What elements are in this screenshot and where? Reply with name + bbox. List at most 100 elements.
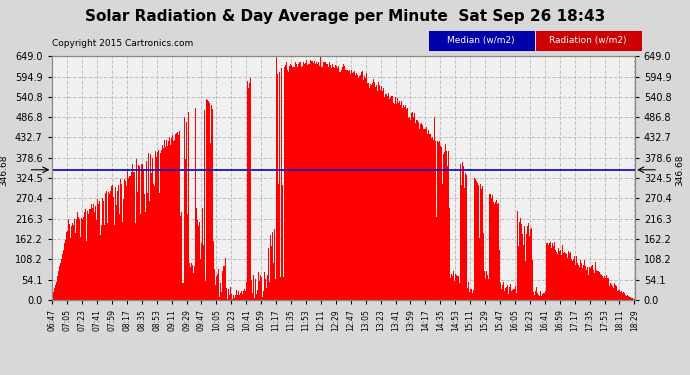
Bar: [430, 136, 431, 300]
Text: 346.68: 346.68: [0, 154, 8, 186]
Bar: [226, 288, 227, 300]
Bar: [562, 252, 563, 300]
Bar: [510, 284, 511, 300]
Bar: [512, 290, 513, 300]
Bar: [382, 91, 383, 300]
Bar: [282, 185, 283, 300]
Bar: [204, 149, 206, 300]
Bar: [456, 275, 457, 300]
Bar: [352, 68, 353, 300]
Bar: [386, 94, 387, 300]
Bar: [228, 290, 230, 300]
Bar: [246, 282, 247, 300]
Bar: [63, 250, 64, 300]
Bar: [296, 64, 297, 300]
Bar: [157, 153, 158, 300]
Bar: [469, 286, 471, 300]
Bar: [184, 117, 185, 300]
Bar: [291, 65, 292, 300]
Bar: [257, 290, 258, 300]
Bar: [140, 214, 141, 300]
Bar: [165, 147, 166, 300]
Bar: [618, 290, 619, 300]
Bar: [112, 185, 113, 300]
Bar: [414, 113, 415, 300]
Bar: [59, 266, 60, 300]
Bar: [81, 206, 83, 300]
Bar: [108, 192, 109, 300]
Bar: [256, 294, 257, 300]
Bar: [213, 241, 214, 300]
Bar: [564, 252, 565, 300]
Bar: [632, 298, 633, 300]
Bar: [186, 122, 187, 300]
Bar: [593, 270, 594, 300]
Bar: [561, 255, 562, 300]
Bar: [238, 291, 239, 300]
Bar: [67, 231, 68, 300]
Bar: [607, 278, 608, 300]
Bar: [169, 136, 170, 300]
Bar: [320, 57, 321, 300]
Bar: [601, 274, 602, 300]
Bar: [289, 66, 290, 300]
Bar: [121, 184, 122, 300]
Bar: [453, 271, 454, 300]
Bar: [284, 67, 285, 300]
Bar: [328, 67, 329, 300]
Bar: [294, 67, 295, 300]
Bar: [458, 276, 459, 300]
Bar: [497, 203, 499, 300]
Bar: [302, 66, 303, 300]
Bar: [492, 195, 493, 300]
Bar: [615, 285, 617, 300]
Bar: [167, 146, 168, 300]
Bar: [434, 117, 435, 300]
Bar: [608, 278, 609, 300]
Bar: [191, 263, 192, 300]
Bar: [98, 204, 99, 300]
Bar: [524, 226, 525, 300]
Bar: [590, 268, 591, 300]
Bar: [394, 105, 395, 300]
Bar: [88, 213, 89, 300]
Bar: [223, 267, 224, 300]
Bar: [570, 252, 571, 300]
Bar: [489, 194, 491, 300]
Bar: [565, 253, 566, 300]
Bar: [233, 296, 234, 300]
Bar: [500, 283, 501, 300]
Bar: [102, 198, 103, 300]
Bar: [522, 234, 523, 300]
Bar: [126, 186, 128, 300]
Bar: [379, 85, 380, 300]
Bar: [64, 243, 65, 300]
Bar: [368, 83, 369, 300]
Bar: [511, 291, 512, 300]
Bar: [472, 293, 473, 300]
Bar: [313, 63, 314, 300]
Bar: [549, 243, 550, 300]
Bar: [142, 164, 143, 300]
Bar: [300, 62, 301, 300]
Bar: [359, 76, 360, 300]
Bar: [436, 217, 437, 300]
Bar: [116, 205, 117, 300]
Bar: [255, 279, 256, 300]
Bar: [171, 138, 172, 300]
Bar: [455, 274, 456, 300]
Bar: [340, 72, 341, 300]
Bar: [450, 150, 451, 300]
Bar: [381, 94, 382, 300]
Bar: [317, 63, 318, 300]
Bar: [397, 98, 398, 300]
Bar: [120, 179, 121, 300]
Bar: [259, 281, 260, 300]
Bar: [134, 172, 135, 300]
Bar: [526, 234, 527, 300]
Bar: [266, 288, 267, 300]
Bar: [137, 192, 138, 300]
Bar: [442, 184, 443, 300]
Bar: [341, 70, 342, 300]
Bar: [567, 254, 569, 300]
